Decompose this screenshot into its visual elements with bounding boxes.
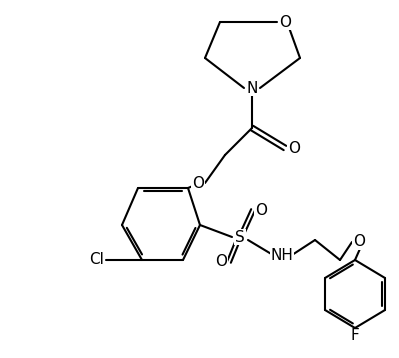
Text: O: O <box>215 255 227 270</box>
Text: F: F <box>351 329 359 343</box>
Text: S: S <box>235 229 245 245</box>
Text: O: O <box>353 234 365 250</box>
Text: NH: NH <box>271 247 293 262</box>
Text: O: O <box>192 175 204 190</box>
Text: Cl: Cl <box>89 252 105 267</box>
Text: O: O <box>288 140 300 155</box>
Text: N: N <box>246 81 258 96</box>
Text: O: O <box>255 203 267 218</box>
Text: O: O <box>279 15 291 29</box>
